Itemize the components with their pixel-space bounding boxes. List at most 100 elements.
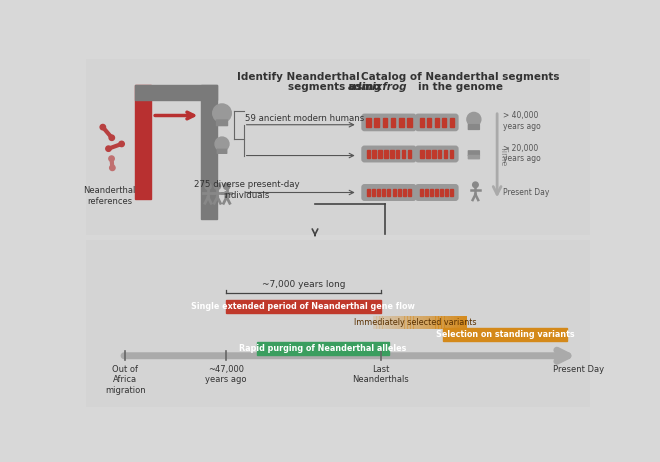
Bar [383, 118, 387, 127]
Text: Selection on standing variants: Selection on standing variants [436, 330, 574, 339]
Bar [463, 316, 467, 329]
Bar [451, 316, 454, 329]
Bar [416, 316, 420, 329]
FancyBboxPatch shape [86, 59, 590, 235]
Text: Single extended period of Neanderthal gene flow: Single extended period of Neanderthal ge… [191, 302, 415, 311]
Text: Immediately selected variants: Immediately selected variants [354, 318, 477, 327]
Bar [403, 188, 406, 196]
Bar [411, 316, 414, 329]
Bar [372, 150, 376, 158]
Text: segments using: segments using [288, 82, 384, 91]
Bar [398, 316, 401, 329]
Text: Catalog of Neanderthal segments: Catalog of Neanderthal segments [362, 73, 560, 82]
Text: Time: Time [500, 145, 508, 166]
Bar [379, 316, 383, 329]
Bar [443, 328, 567, 341]
Circle shape [213, 104, 231, 122]
Circle shape [215, 137, 229, 151]
Bar [257, 342, 389, 355]
Bar [374, 118, 379, 127]
Bar [420, 188, 424, 196]
Bar [408, 150, 411, 158]
Bar [401, 316, 405, 329]
Bar [385, 316, 389, 329]
Bar [376, 316, 380, 329]
Bar [372, 188, 375, 196]
Bar [391, 118, 395, 127]
Bar [427, 118, 432, 127]
Text: > 20,000
years ago: > 20,000 years ago [504, 144, 541, 163]
Bar [201, 85, 216, 219]
Bar [402, 150, 405, 158]
Text: ~47,000
years ago: ~47,000 years ago [205, 365, 247, 384]
Text: 275 diverse present-day
individuals: 275 diverse present-day individuals [194, 180, 300, 200]
Bar [440, 188, 444, 196]
Text: admixfrog: admixfrog [348, 82, 407, 91]
Bar [442, 118, 446, 127]
Bar [390, 150, 393, 158]
Text: Present Day: Present Day [553, 365, 604, 374]
FancyBboxPatch shape [415, 184, 459, 201]
Circle shape [109, 156, 114, 161]
Bar [450, 188, 453, 196]
FancyBboxPatch shape [468, 124, 480, 130]
Bar [407, 118, 412, 127]
Bar [382, 316, 386, 329]
Text: Rapid purging of Neanderthal alleles: Rapid purging of Neanderthal alleles [239, 344, 407, 353]
Bar [422, 316, 426, 329]
Bar [447, 316, 451, 329]
Circle shape [100, 124, 106, 130]
Bar [367, 188, 370, 196]
Bar [444, 316, 448, 329]
Bar [420, 316, 423, 329]
Text: 59 ancient modern humans: 59 ancient modern humans [246, 114, 364, 123]
Bar [408, 188, 411, 196]
FancyBboxPatch shape [361, 146, 416, 163]
Bar [436, 188, 438, 196]
Bar [373, 316, 377, 329]
FancyBboxPatch shape [468, 150, 480, 156]
Bar [429, 316, 432, 329]
Bar [442, 316, 445, 329]
Bar [426, 188, 428, 196]
Circle shape [473, 182, 478, 188]
Text: Neanderthal
references: Neanderthal references [83, 186, 136, 206]
Bar [389, 316, 392, 329]
Bar [366, 118, 370, 127]
FancyBboxPatch shape [415, 114, 459, 131]
Bar [396, 150, 399, 158]
Bar [395, 316, 399, 329]
Bar [457, 316, 460, 329]
Text: Out of
Africa
migration: Out of Africa migration [105, 365, 145, 395]
Bar [366, 150, 370, 158]
Circle shape [214, 183, 220, 189]
FancyBboxPatch shape [361, 114, 416, 131]
Bar [438, 316, 442, 329]
Bar [393, 188, 395, 196]
Bar [426, 316, 429, 329]
Bar [387, 188, 391, 196]
Circle shape [224, 183, 230, 189]
FancyBboxPatch shape [86, 240, 590, 407]
Bar [450, 150, 453, 158]
Circle shape [119, 141, 124, 146]
Bar [420, 118, 424, 127]
Bar [135, 85, 216, 100]
Bar [378, 150, 381, 158]
Bar [460, 316, 463, 329]
Bar [413, 316, 417, 329]
Circle shape [467, 112, 481, 126]
Bar [398, 188, 401, 196]
Bar [404, 316, 408, 329]
Circle shape [110, 165, 115, 170]
Text: Present Day: Present Day [504, 188, 550, 197]
Bar [432, 316, 436, 329]
Bar [435, 316, 439, 329]
FancyBboxPatch shape [468, 155, 480, 159]
Bar [444, 150, 447, 158]
Text: in the genome: in the genome [418, 82, 503, 91]
Bar [226, 300, 381, 313]
Circle shape [109, 135, 114, 140]
Text: > 40,000
years ago: > 40,000 years ago [504, 111, 541, 131]
Bar [432, 150, 436, 158]
